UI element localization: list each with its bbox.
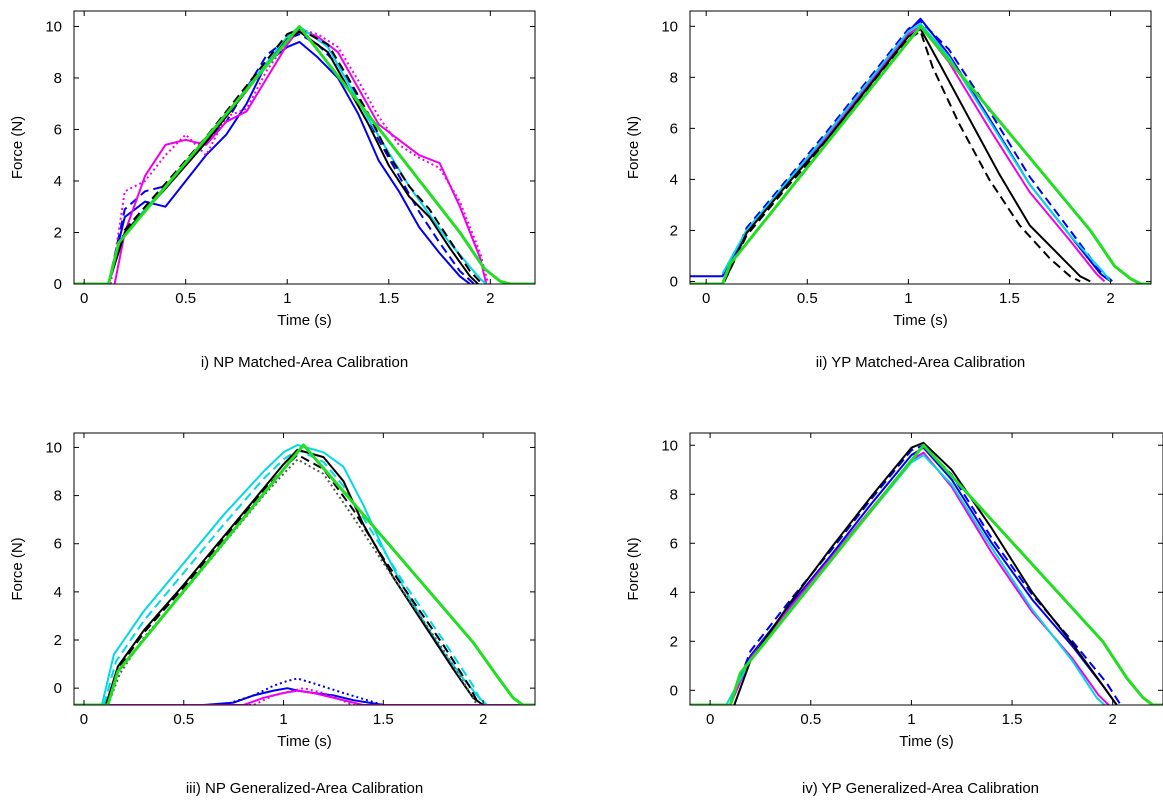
y-tick-label: 6 xyxy=(54,121,62,138)
series-line-4 xyxy=(106,458,478,705)
axes-frame xyxy=(73,432,536,706)
x-tick-label: 1.5 xyxy=(999,290,1020,307)
y-tick-label: 0 xyxy=(670,682,678,699)
x-tick-label: 1.5 xyxy=(373,711,394,728)
x-tick-label: 0 xyxy=(706,711,714,728)
reference-line xyxy=(690,443,1163,705)
series-line-5 xyxy=(107,30,479,284)
series-line-0 xyxy=(100,444,488,705)
panel-caption: ii) YP Matched-Area Calibration xyxy=(816,354,1026,371)
y-tick-label: 6 xyxy=(670,535,678,552)
y-tick-label: 10 xyxy=(661,18,678,35)
series-line-0 xyxy=(107,40,471,284)
y-axis-label: Force (N) xyxy=(625,116,642,179)
y-tick-label: 10 xyxy=(45,439,62,456)
panel-caption: iii) NP Generalized-Area Calibration xyxy=(186,780,423,797)
x-tick-label: 1 xyxy=(907,711,915,728)
series-line-3 xyxy=(721,22,1112,283)
x-tick-label: 0 xyxy=(702,290,710,307)
y-tick-label: 2 xyxy=(670,633,678,650)
series-line-2 xyxy=(113,28,488,284)
plot-area xyxy=(74,443,535,705)
y-tick-label: 8 xyxy=(54,70,62,87)
y-tick-label: 2 xyxy=(54,224,62,241)
axes-frame xyxy=(689,432,1163,706)
x-tick-label: 0 xyxy=(80,290,88,307)
x-tick-label: 1.5 xyxy=(1002,711,1023,728)
series-line-4 xyxy=(107,25,487,284)
reference-line xyxy=(74,25,535,284)
series-line-5 xyxy=(723,30,1081,283)
y-tick-label: 2 xyxy=(54,632,62,649)
series-line-1 xyxy=(729,444,1122,705)
y-tick-label: 6 xyxy=(670,120,678,137)
axes-frame xyxy=(689,10,1152,285)
x-tick-label: 0.5 xyxy=(800,711,821,728)
y-tick-label: 4 xyxy=(670,171,678,188)
x-tick-label: 1 xyxy=(283,290,291,307)
y-tick-label: 8 xyxy=(670,486,678,503)
series-line-2 xyxy=(104,448,484,705)
series-line-3 xyxy=(109,28,490,284)
series-line-1 xyxy=(723,20,1114,283)
y-tick-label: 2 xyxy=(670,222,678,239)
series-line-0 xyxy=(729,446,1118,705)
reference-line xyxy=(690,24,1151,284)
x-tick-label: 0 xyxy=(80,711,88,728)
x-tick-label: 1 xyxy=(904,290,912,307)
series-line-4 xyxy=(723,27,1091,283)
y-tick-label: 0 xyxy=(54,276,62,293)
y-tick-label: 0 xyxy=(670,273,678,290)
x-tick-label: 1.5 xyxy=(378,290,399,307)
y-tick-label: 0 xyxy=(54,680,62,697)
series-line-4 xyxy=(733,441,1118,705)
series-line-3 xyxy=(104,453,480,705)
series-line-2 xyxy=(729,451,1110,705)
x-tick-label: 2 xyxy=(1109,711,1117,728)
y-axis-label: Force (N) xyxy=(9,537,26,600)
panel-np-matched-area: 0 0.5 1 1.5 2 0 2 4 6 8 10 Time (s) Force (N) i) NP M… xyxy=(9,10,536,371)
x-tick-label: 0.5 xyxy=(797,290,818,307)
panel-caption: i) NP Matched-Area Calibration xyxy=(201,354,408,371)
x-axis-label: Time (s) xyxy=(277,733,331,750)
axes-frame xyxy=(73,10,536,285)
x-axis-label: Time (s) xyxy=(893,312,947,329)
y-tick-label: 4 xyxy=(670,584,678,601)
panel-np-generalized-area: 0 0.5 1 1.5 2 0 2 4 6 8 10 Time (s) Force (N) iii) NP… xyxy=(9,432,536,797)
y-axis-label: Force (N) xyxy=(625,537,642,600)
y-axis-label: Force (N) xyxy=(9,116,26,179)
plot-area xyxy=(690,17,1151,284)
x-tick-label: 2 xyxy=(1106,290,1114,307)
series-line-7 xyxy=(74,689,535,705)
y-tick-label: 4 xyxy=(54,173,62,190)
plot-area xyxy=(690,441,1163,705)
x-tick-label: 0.5 xyxy=(173,711,194,728)
panel-yp-generalized-area: 0 0.5 1 1.5 2 0 2 4 6 8 10 Time (s) Force (N) iv) YP … xyxy=(625,432,1163,797)
y-tick-label: 8 xyxy=(670,69,678,86)
x-tick-label: 2 xyxy=(479,711,487,728)
series-line-1 xyxy=(102,448,484,705)
x-tick-label: 0.5 xyxy=(175,290,196,307)
x-tick-label: 2 xyxy=(486,290,494,307)
reference-line xyxy=(74,443,535,705)
plot-area xyxy=(74,25,535,284)
panel-caption: iv) YP Generalized-Area Calibration xyxy=(802,780,1039,797)
y-tick-label: 10 xyxy=(45,18,62,35)
x-axis-label: Time (s) xyxy=(277,312,331,329)
x-axis-label: Time (s) xyxy=(899,733,953,750)
series-line-6 xyxy=(74,677,535,705)
y-tick-label: 6 xyxy=(54,536,62,553)
y-tick-label: 4 xyxy=(54,584,62,601)
x-tick-label: 1 xyxy=(279,711,287,728)
series-line-6 xyxy=(107,28,483,284)
y-tick-label: 8 xyxy=(54,488,62,505)
y-tick-label: 10 xyxy=(661,437,678,454)
panel-yp-matched-area: 0 0.5 1 1.5 2 0 2 4 6 8 10 Time (s) Force (N) ii) YP … xyxy=(625,10,1152,371)
